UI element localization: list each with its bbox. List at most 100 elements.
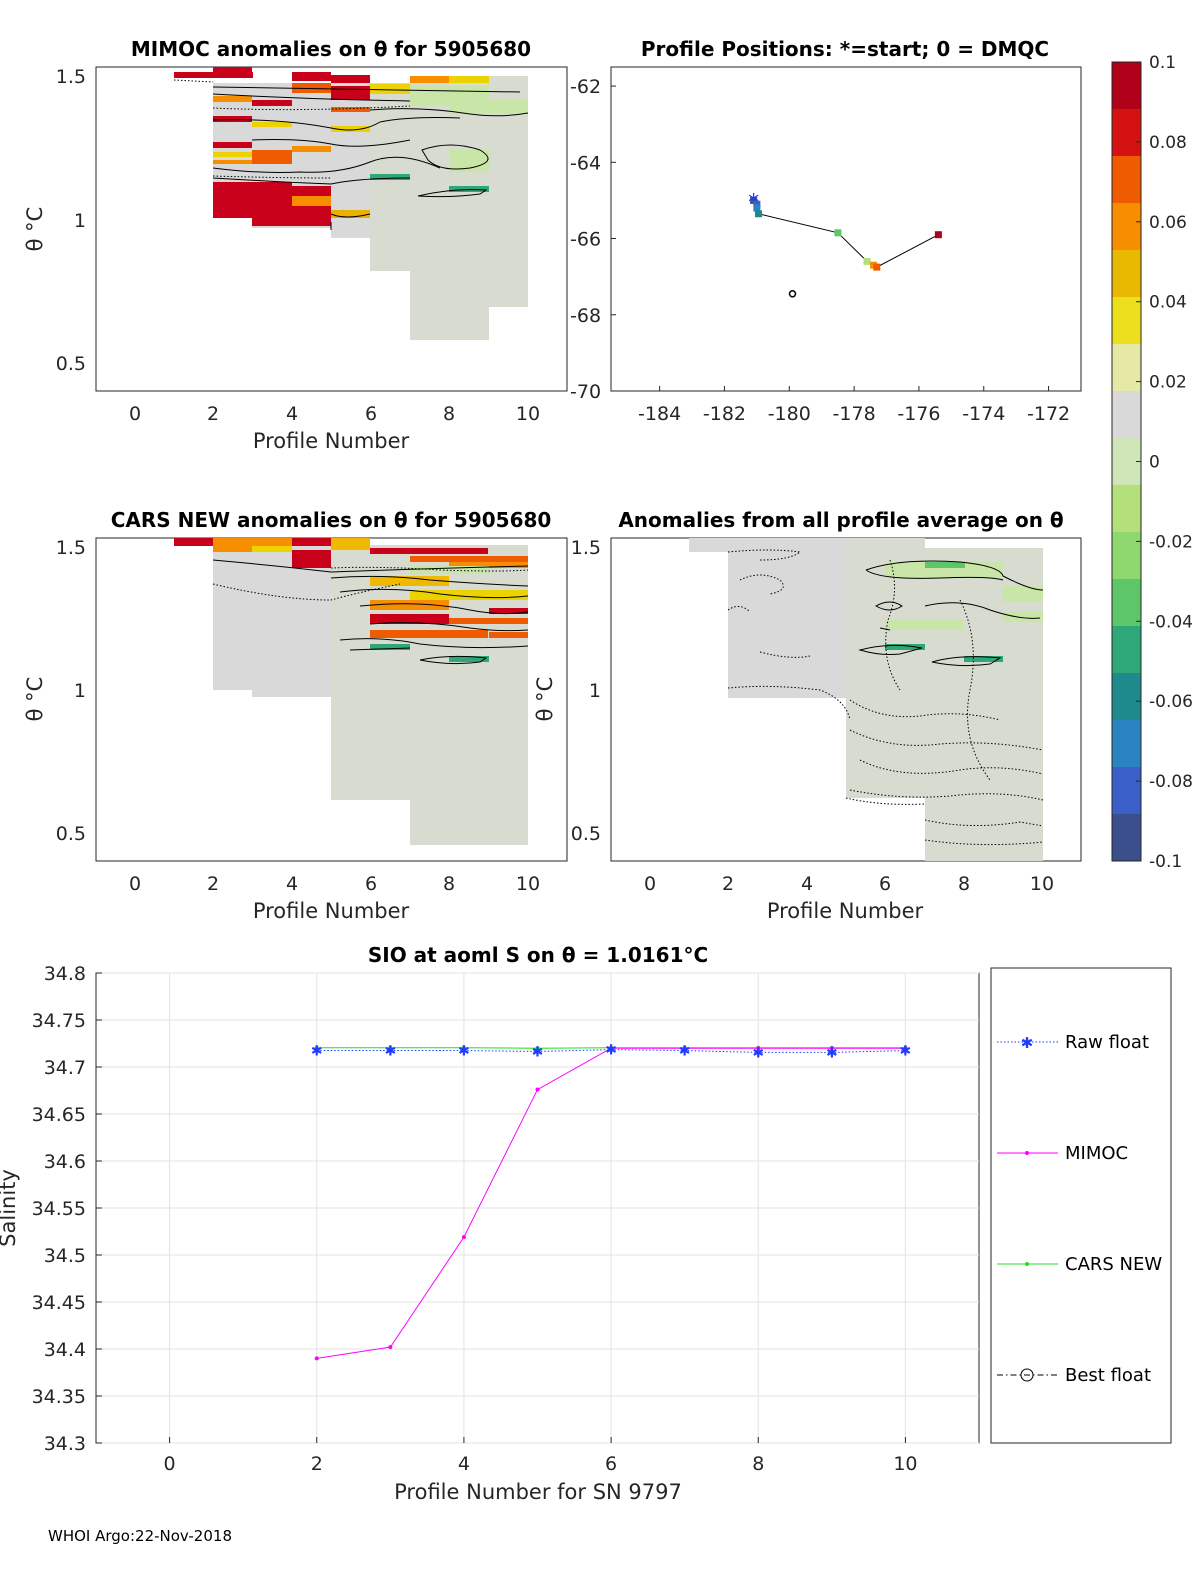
allavg-y-tick: 1 (589, 680, 601, 702)
salinity-x-tick: 10 (893, 1453, 917, 1475)
salinity-point (461, 1045, 466, 1050)
salinity-point (314, 1045, 319, 1050)
mimoc-ylabel: θ °C (23, 207, 47, 252)
mimoc-x-tick: 4 (286, 403, 298, 425)
legend-marker (1025, 1151, 1029, 1155)
colorbar-swatch (1112, 579, 1141, 627)
colorbar-swatch (1112, 250, 1141, 298)
colorbar-tick-label: 0.06 (1149, 213, 1187, 233)
salinity-y-tick: 34.35 (32, 1386, 86, 1408)
colorbar-swatch (1112, 62, 1141, 110)
positions-point (863, 257, 871, 265)
salinity-ticks: 0 2 4 6 8 10 34.8 34.75 34.7 34.65 34.6 34.55 34.5 34… (32, 963, 918, 1475)
colorbar-swatch (1112, 673, 1141, 721)
colorbar-tick-label: -0.02 (1149, 532, 1193, 552)
salinity-point: ✱ (605, 1043, 617, 1059)
cars-y-tick: 1 (74, 680, 86, 702)
salinity-title: SIO at aoml S on θ = 1.0161°C (368, 943, 708, 967)
colorbar-swatch (1112, 297, 1141, 345)
cars-x-tick: 8 (443, 873, 455, 895)
positions-panel: -184 -182 -180 -178 -176 -174 -172 -62 -64 -66 -68… (570, 37, 1082, 425)
colorbar-strip (1112, 62, 1141, 862)
mimoc-title: MIMOC anomalies on θ for 5905680 (131, 37, 531, 61)
mimoc-x-tick: 10 (516, 403, 540, 425)
salinity-y-tick: 34.5 (44, 1245, 86, 1267)
cars-x-tick: 4 (286, 873, 298, 895)
allavg-x-tick: 8 (958, 873, 970, 895)
salinity-point: ✱ (458, 1044, 470, 1060)
cars-title: CARS NEW anomalies on θ for 5905680 (111, 508, 552, 532)
salinity-xlabel: Profile Number for SN 9797 (394, 1480, 682, 1504)
allavg-y-ticks: 0.5 1 1.5 (571, 537, 601, 845)
salinity-point (535, 1087, 540, 1092)
legend-box (990, 967, 1172, 1444)
mimoc-x-tick: 8 (443, 403, 455, 425)
legend-label: Raw float (1065, 1032, 1149, 1053)
mimoc-y-ticks: 0.5 1 1.5 (56, 66, 86, 375)
salinity-x-tick: 2 (311, 1453, 323, 1475)
positions-y-tick: -68 (570, 305, 601, 327)
colorbar-swatch (1112, 109, 1141, 157)
mimoc-y-tick: 1.5 (56, 66, 86, 88)
salinity-point: ✱ (752, 1045, 764, 1061)
salinity-y-tick: 34.6 (44, 1151, 86, 1173)
legend-marker (1025, 1262, 1029, 1266)
salinity-point: ✱ (900, 1044, 912, 1060)
mimoc-y-tick: 1 (74, 210, 86, 232)
mimoc-heatmap (173, 67, 529, 340)
allavg-x-tick: 4 (801, 873, 813, 895)
cars-x-tick: 0 (129, 873, 141, 895)
positions-x-tick: -184 (638, 403, 681, 425)
positions-point (934, 231, 942, 239)
positions-axes-box (610, 66, 1082, 392)
colorbar-swatch (1112, 532, 1141, 580)
allavg-heatmap (689, 538, 1044, 861)
colorbar-swatch (1112, 485, 1141, 533)
salinity-point (682, 1046, 687, 1051)
positions-x-tick: -178 (833, 403, 876, 425)
positions-y-tick: -64 (570, 152, 601, 174)
salinity-y-tick: 34.65 (32, 1104, 86, 1126)
cars-x-tick: 2 (207, 873, 219, 895)
legend: ✱ Raw float MIMOC CARS NEW Best float (990, 967, 1172, 1444)
mimoc-panel: 0 2 4 6 8 10 0.5 1 1.5 MIMOC anomalies o… (23, 37, 568, 453)
positions-title: Profile Positions: *=start; 0 = DMQC (641, 37, 1049, 61)
positions-marks: * (748, 190, 942, 298)
mimoc-x-tick: 6 (365, 403, 377, 425)
salinity-grid (96, 972, 979, 1444)
salinity-x-tick: 4 (458, 1453, 470, 1475)
colorbar-tick-label: 0.08 (1149, 133, 1187, 153)
positions-ticks: -184 -182 -180 -178 -176 -174 -172 -62 -64 -66 -68… (570, 76, 1070, 425)
colorbar-tick-label: -0.04 (1149, 612, 1193, 632)
positions-x-tick: -174 (962, 403, 1005, 425)
colorbar-tick-label: 0.02 (1149, 373, 1187, 393)
colorbar-tick-label: 0.04 (1149, 293, 1187, 313)
positions-point (750, 196, 758, 204)
salinity-y-tick: 34.7 (44, 1057, 86, 1079)
allavg-y-tick: 1.5 (571, 537, 601, 559)
salinity-line-raw-float (316, 1049, 906, 1053)
salinity-x-tick: 6 (605, 1453, 617, 1475)
salinity-y-tick: 34.4 (44, 1339, 86, 1361)
positions-y-tick: -62 (570, 76, 601, 98)
positions-dmqc-marker (788, 290, 797, 298)
positions-point (873, 263, 881, 271)
colorbar-tick-label: -0.1 (1149, 852, 1182, 872)
cars-x-ticks: 0 2 4 6 8 10 (129, 873, 540, 895)
salinity-y-tick: 34.8 (44, 963, 86, 985)
salinity-y-tick: 34.55 (32, 1198, 86, 1220)
salinity-point (903, 1046, 908, 1051)
colorbar-tick-label: -0.06 (1149, 692, 1193, 712)
salinity-point (461, 1235, 466, 1240)
salinity-point: ✱ (311, 1044, 323, 1060)
salinity-ylabel: Salinity (0, 1169, 20, 1247)
positions-point (753, 200, 761, 208)
legend-label: MIMOC (1065, 1143, 1128, 1164)
cars-x-tick: 6 (365, 873, 377, 895)
allavg-xlabel: Profile Number (767, 899, 924, 923)
allavg-x-tick: 0 (644, 873, 656, 895)
salinity-x-tick: 8 (752, 1453, 764, 1475)
cars-heatmap (174, 538, 529, 845)
mimoc-y-tick: 0.5 (56, 353, 86, 375)
